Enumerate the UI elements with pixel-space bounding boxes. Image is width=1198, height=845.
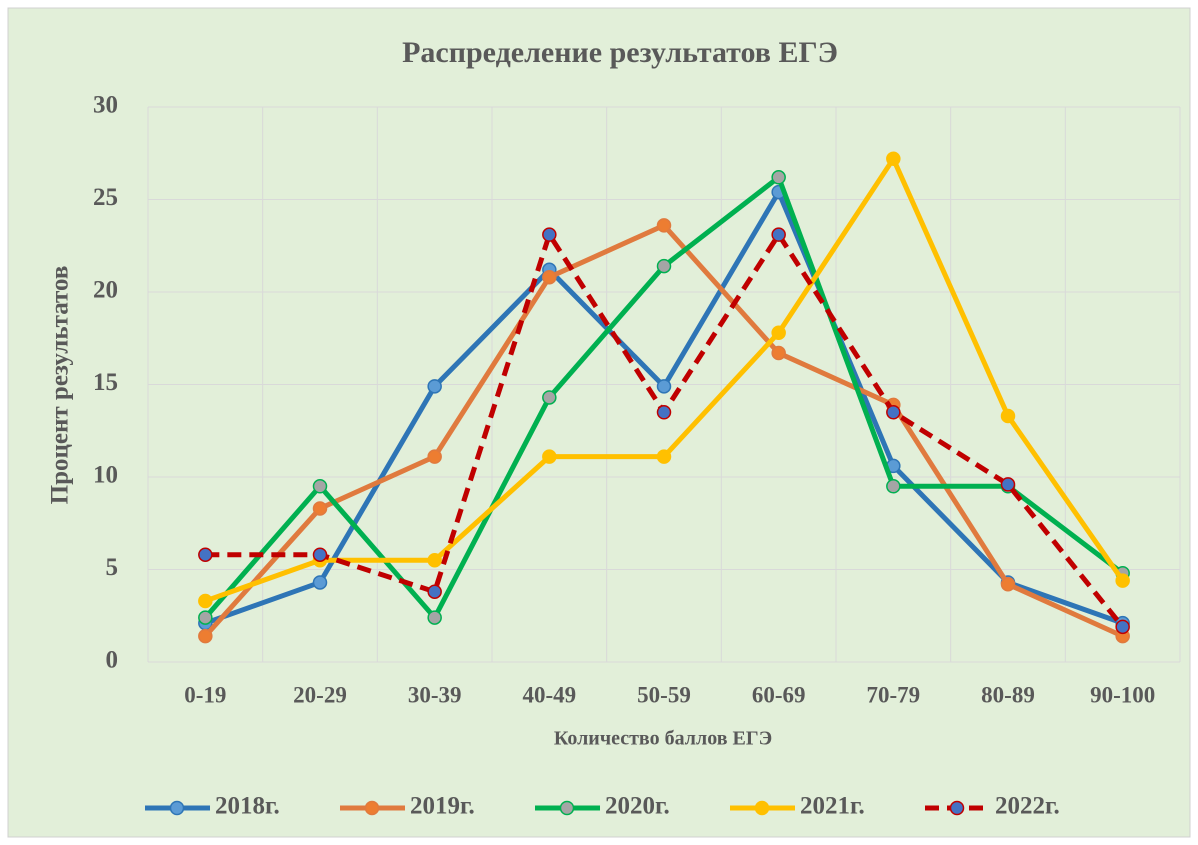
y-tick-label: 10 [93,462,118,489]
data-point [656,449,672,464]
data-point [656,258,672,274]
x-tick-label: 0-19 [184,682,226,707]
legend-label: 2022г. [995,793,1060,820]
data-point [198,610,213,625]
data-point [656,218,672,233]
x-tick-label: 30-39 [408,682,462,707]
data-point [542,390,557,405]
data-point [886,479,901,494]
data-point [1000,408,1016,424]
y-tick-label: 15 [93,369,118,396]
data-point [771,325,786,340]
y-tick-label: 25 [93,184,118,211]
data-point [312,479,328,494]
data-point [886,405,901,420]
data-point [427,584,442,599]
data-point [656,379,672,394]
data-point [542,449,557,464]
data-point [771,227,786,242]
y-tick-label: 30 [93,92,118,119]
x-tick-label: 20-29 [293,682,347,707]
x-tick-label: 80-89 [981,682,1035,707]
data-point [427,553,442,568]
data-point [656,405,672,420]
chart-title: Распределение результатов ЕГЭ [402,36,838,69]
data-point [542,269,557,285]
x-tick-label: 90-100 [1090,682,1155,707]
y-tick-label: 5 [106,554,119,581]
legend-marker [559,800,575,816]
legend-label: 2019г. [410,793,475,820]
data-point [312,575,328,590]
data-point [427,610,442,625]
data-point [1000,577,1016,592]
data-point [542,227,557,242]
y-axis-label: Процент результатов [47,266,74,505]
x-tick-label: 70-79 [866,682,920,707]
x-tick-label: 50-59 [637,682,691,707]
data-point [1115,619,1130,635]
data-point [771,345,786,361]
data-point [312,547,328,562]
legend-label: 2018г. [215,793,280,820]
data-point [312,501,328,516]
data-point [198,593,213,609]
legend-marker [949,800,965,816]
x-tick-label: 60-69 [752,682,806,707]
x-tick-label: 40-49 [522,682,576,707]
data-point [198,547,213,562]
data-point [1000,477,1016,492]
data-point [427,449,442,464]
x-axis-label: Количество баллов ЕГЭ [554,728,772,750]
legend-marker [169,800,185,816]
legend-label: 2020г. [605,793,670,820]
data-point [886,151,901,167]
chart-background [7,7,1191,838]
legend-marker [364,800,380,816]
data-point [427,379,442,394]
data-point [771,170,786,185]
data-point [198,628,213,644]
y-tick-label: 20 [93,277,118,304]
y-tick-label: 0 [106,647,119,674]
legend-marker [754,800,770,816]
data-point [1115,573,1130,588]
legend-label: 2021г. [800,793,865,820]
